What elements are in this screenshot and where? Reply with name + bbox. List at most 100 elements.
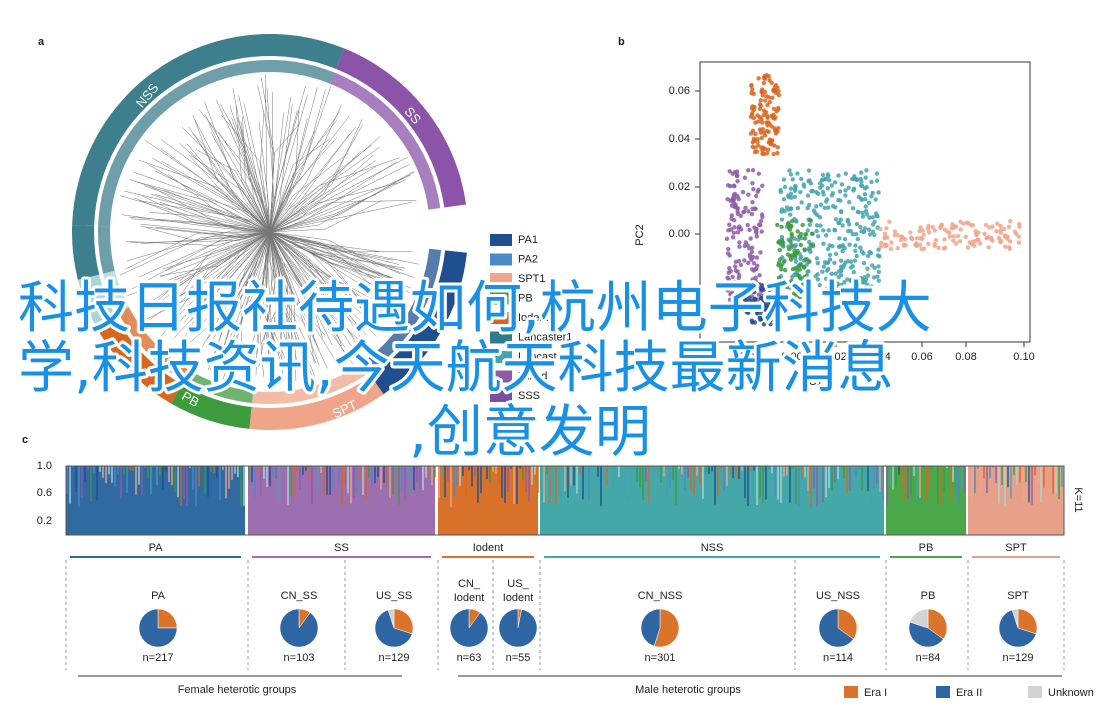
structure-bar: [350, 466, 352, 504]
structure-bar: [450, 466, 452, 508]
scatter-point: [766, 140, 772, 145]
scatter-point: [829, 183, 834, 188]
scatter-point: [1005, 234, 1010, 239]
scatter-point: [791, 295, 796, 300]
scatter-point: [836, 220, 841, 226]
structure-bar: [986, 466, 988, 494]
scatter-point: [865, 282, 870, 288]
scatter-point: [756, 143, 761, 148]
scatter-point: [951, 234, 956, 239]
pie-n: n=217: [143, 652, 174, 664]
scatter-point: [765, 285, 770, 290]
y-tick-label: 0.2: [37, 515, 52, 527]
scatter-point: [986, 245, 991, 250]
scatter-point: [850, 263, 855, 269]
scatter-point: [761, 108, 767, 113]
scatter-point: [969, 241, 975, 247]
scatter-point: [798, 254, 804, 259]
tree-branch: [125, 231, 271, 246]
structure-bar: [222, 466, 224, 470]
structure-bar: [937, 466, 939, 504]
structure-bar: [138, 466, 140, 485]
structure-bar: [825, 466, 827, 498]
scatter-point: [836, 173, 841, 178]
pie-slice: [818, 608, 854, 648]
scatter-point: [788, 172, 794, 177]
scatter-point: [874, 178, 880, 183]
structure-bar: [186, 466, 188, 506]
tree-branch: [269, 231, 369, 312]
scatter-point: [797, 294, 803, 300]
tree-branch: [269, 161, 397, 233]
scatter-point: [808, 289, 814, 294]
structure-bar: [1001, 466, 1003, 485]
y-tick-label: 0.02: [669, 181, 690, 193]
tree-branch: [269, 231, 333, 346]
scatter-point: [806, 269, 811, 274]
scatter-point: [825, 186, 830, 191]
scatter-point: [760, 183, 765, 188]
scatter-point: [758, 222, 763, 228]
pie-slice: [387, 608, 395, 629]
scatter-point: [815, 260, 821, 266]
structure-bar: [438, 466, 440, 499]
scatter-point: [813, 273, 818, 279]
pie-slice: [927, 608, 948, 640]
scatter-point: [757, 102, 763, 107]
legend-swatch: [490, 253, 512, 266]
structure-bar: [314, 466, 316, 471]
x-tick-label: 0.08: [955, 351, 976, 363]
structure-bar: [910, 466, 912, 496]
structure-bar: [392, 466, 394, 495]
tree-branch: [269, 231, 287, 355]
scatter-point: [736, 275, 741, 281]
scatter-point: [733, 268, 739, 273]
scatter-point: [773, 83, 779, 88]
tree-branch: [267, 231, 274, 358]
scatter-point: [1002, 226, 1007, 232]
scatter-point: [758, 250, 763, 255]
legend-swatch: [844, 686, 858, 698]
scatter-point: [732, 279, 737, 285]
scatter-point: [759, 229, 764, 234]
scatter-point: [826, 178, 832, 183]
scatter-point: [732, 225, 737, 230]
scatter-point: [821, 192, 826, 197]
tree-branch: [134, 197, 271, 233]
pie-slice: [279, 608, 319, 648]
scatter-point: [781, 197, 787, 202]
scatter-point: [845, 277, 850, 282]
scatter-point: [847, 242, 852, 247]
structure-bar: [958, 466, 960, 507]
scatter-point: [777, 257, 783, 262]
tree-branch: [269, 109, 300, 233]
scatter-point: [760, 283, 765, 288]
scatter-point: [774, 284, 779, 290]
structure-bar: [834, 466, 836, 483]
scatter-point: [866, 227, 872, 233]
scatter-point: [727, 265, 732, 271]
scatter-point: [903, 236, 908, 242]
scatter-point: [731, 218, 737, 223]
scatter-point: [1006, 245, 1012, 250]
tree-branch: [269, 87, 318, 233]
structure-bar: [989, 466, 991, 479]
scatter-point: [724, 236, 730, 242]
scatter-point: [917, 242, 923, 248]
scatter-point: [759, 212, 765, 217]
scatter-point: [863, 208, 869, 214]
scatter-point: [762, 98, 768, 103]
panel-label: c: [22, 434, 28, 446]
scatter-point: [747, 298, 752, 304]
scatter-point: [953, 241, 959, 246]
scatter-point: [838, 258, 844, 263]
legend-label: Lancaster2: [518, 351, 572, 363]
y-tick-label: 0.00: [669, 228, 690, 240]
scatter-point: [832, 180, 838, 185]
scatter-point: [771, 151, 776, 157]
tree-branch: [195, 231, 271, 333]
legend-swatch: [490, 273, 512, 285]
tree-branch: [127, 231, 271, 296]
structure-bar: [195, 466, 197, 507]
tree-branch: [195, 149, 271, 233]
